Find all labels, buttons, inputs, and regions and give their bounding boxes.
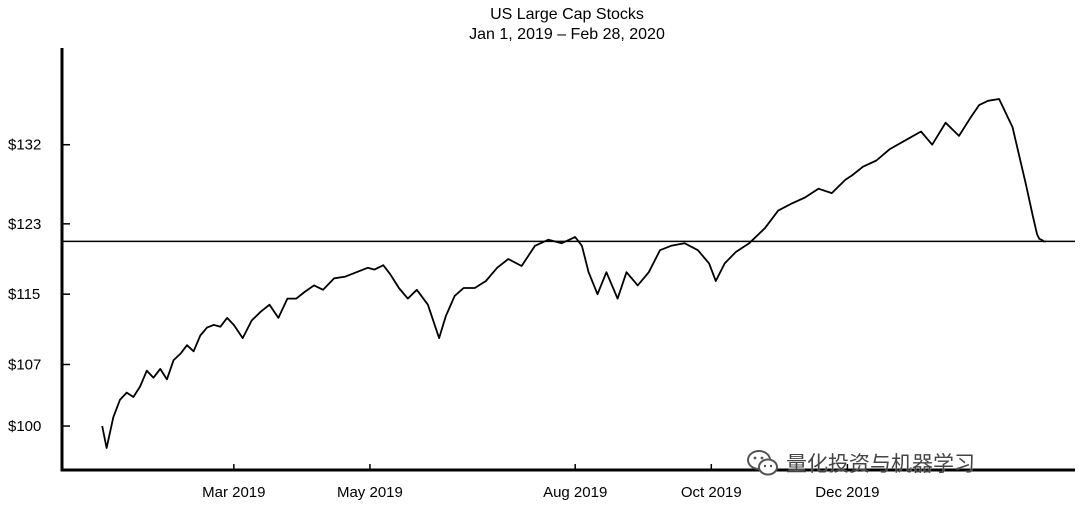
axes bbox=[60, 48, 1075, 472]
series-line-0 bbox=[101, 98, 1046, 449]
x-tick-label: Oct 2019 bbox=[681, 484, 742, 501]
plot-area bbox=[62, 98, 1075, 449]
watermark-text: 量化投资与机器学习 bbox=[786, 452, 975, 476]
watermark: 量化投资与机器学习 bbox=[746, 448, 975, 478]
y-tick-label: $115 bbox=[8, 286, 40, 303]
x-tick-label: Dec 2019 bbox=[815, 484, 879, 501]
x-tick-label: Mar 2019 bbox=[202, 484, 265, 501]
y-tick-label: $100 bbox=[8, 418, 41, 435]
x-tick-label: Aug 2019 bbox=[543, 484, 607, 501]
y-tick-label: $132 bbox=[8, 137, 41, 154]
y-tick-label: $107 bbox=[8, 357, 41, 374]
tick-labels: $100 $107 $115 $123 $132 Mar 2019 May 2019 Aug … bbox=[8, 137, 880, 501]
chart-title: US Large Cap Stocks bbox=[490, 6, 644, 23]
chart-subtitle: Jan 1, 2019 – Feb 28, 2020 bbox=[469, 26, 665, 43]
wechat-icon bbox=[747, 450, 778, 476]
x-tick-label: May 2019 bbox=[337, 484, 403, 501]
y-tick-label: $123 bbox=[8, 216, 41, 233]
